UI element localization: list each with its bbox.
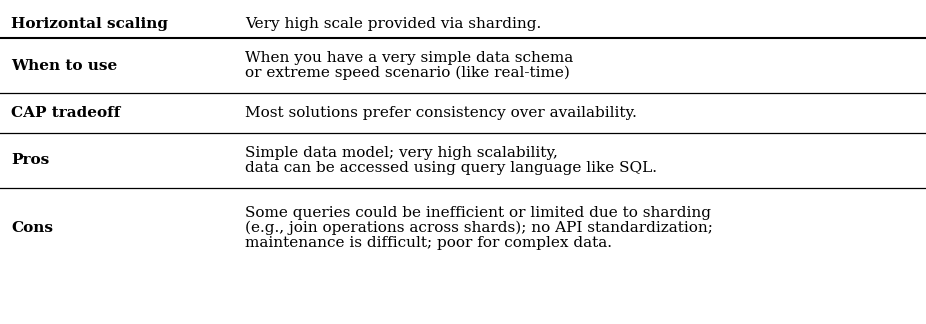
- Text: Very high scale provided via sharding.: Very high scale provided via sharding.: [245, 17, 542, 31]
- Text: Cons: Cons: [11, 221, 53, 235]
- Text: maintenance is difficult; poor for complex data.: maintenance is difficult; poor for compl…: [245, 237, 612, 250]
- Text: Some queries could be inefficient or limited due to sharding: Some queries could be inefficient or lim…: [245, 205, 711, 219]
- Text: Pros: Pros: [11, 154, 49, 168]
- Text: When to use: When to use: [11, 59, 118, 73]
- Text: or extreme speed scenario (like real-time): or extreme speed scenario (like real-tim…: [245, 66, 570, 80]
- Text: When you have a very simple data schema: When you have a very simple data schema: [245, 51, 573, 65]
- Text: CAP tradeoff: CAP tradeoff: [11, 106, 120, 120]
- Text: (e.g., join operations across shards); no API standardization;: (e.g., join operations across shards); n…: [245, 221, 713, 235]
- Text: Horizontal scaling: Horizontal scaling: [11, 17, 169, 31]
- Text: data can be accessed using query language like SQL.: data can be accessed using query languag…: [245, 161, 657, 175]
- Text: Most solutions prefer consistency over availability.: Most solutions prefer consistency over a…: [245, 106, 637, 120]
- Text: Simple data model; very high scalability,: Simple data model; very high scalability…: [245, 146, 558, 160]
